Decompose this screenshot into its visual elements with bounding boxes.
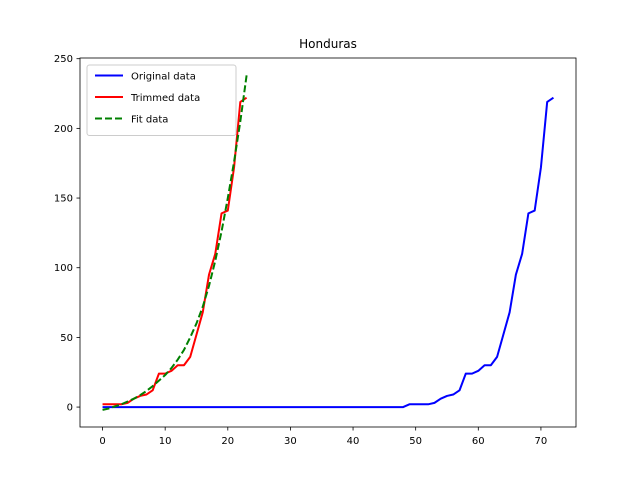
y-tick-label: 50: [60, 333, 73, 344]
series-layer: [102, 75, 555, 411]
x-tick-label: 60: [472, 436, 485, 447]
legend-box: [86, 64, 237, 136]
legend: Original data Trimmed data Fit data: [86, 64, 237, 136]
series-line-trimmed-data: [102, 96, 248, 406]
series-line-original-data: [102, 96, 555, 409]
x-tick-label: 20: [221, 436, 234, 447]
y-tick-label: 200: [54, 124, 73, 135]
x-tick-label: 10: [159, 436, 172, 447]
y-tick-label: 100: [54, 263, 73, 274]
legend-label-trimmed-data: Trimmed data: [130, 93, 200, 104]
x-tick-label: 30: [284, 436, 297, 447]
x-tick-label: 70: [535, 436, 548, 447]
x-tick-label: 40: [347, 436, 360, 447]
x-tick-label: 0: [99, 436, 105, 447]
axes-layer: 0 10 20 30 40 50 60 70 0 50 100 150 200 250: [54, 54, 577, 447]
y-tick-label: 250: [54, 54, 73, 65]
y-tick-label: 150: [54, 194, 73, 205]
legend-label-fit-data: Fit data: [131, 114, 168, 125]
series-line-fit-data: [102, 75, 248, 411]
plot-frame: [79, 57, 577, 428]
chart-title: Honduras: [299, 37, 357, 51]
x-tick-label: 50: [409, 436, 422, 447]
legend-label-original-data: Original data: [131, 71, 196, 82]
y-tick-label: 0: [67, 403, 73, 414]
